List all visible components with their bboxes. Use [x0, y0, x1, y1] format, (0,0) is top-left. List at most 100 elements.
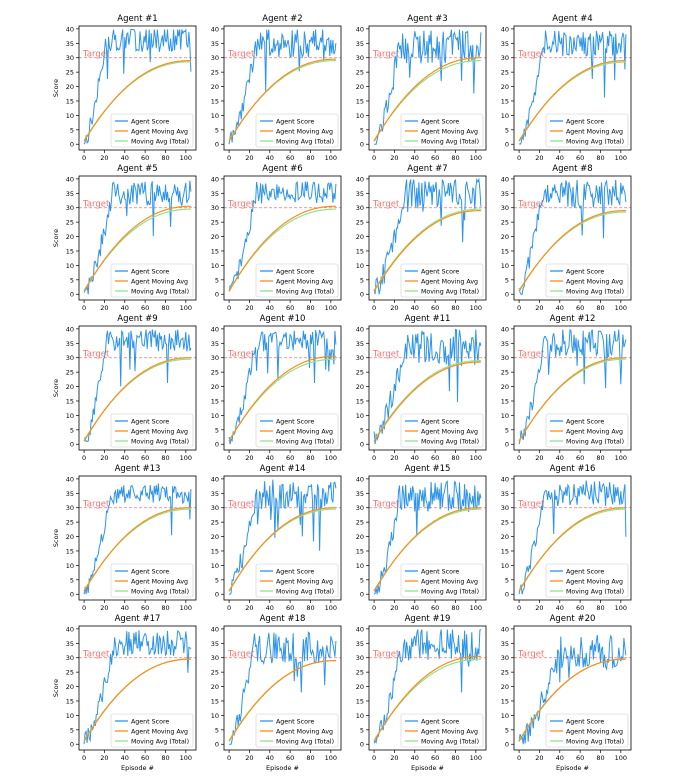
- axes-frame: [513, 475, 632, 601]
- x-tick-label: 100: [615, 604, 627, 612]
- plot-area: [83, 483, 192, 595]
- x-axis-label: Episode #: [411, 764, 444, 772]
- y-tick-label: 40: [356, 475, 364, 483]
- agent-score-line: [228, 329, 337, 445]
- y-tick-label: 5: [70, 126, 74, 134]
- agent-score-line: [518, 480, 627, 595]
- y-tick-label: 15: [211, 397, 219, 405]
- legend-box: [400, 413, 484, 448]
- x-tick-label: 100: [615, 754, 627, 762]
- x-tick-label: 0: [227, 454, 231, 462]
- y-tick-label: 5: [505, 126, 509, 134]
- legend-box: [110, 263, 194, 298]
- x-tick-label: 20: [535, 604, 543, 612]
- x-tick-label: 100: [180, 754, 192, 762]
- plot-area: [83, 180, 192, 295]
- x-tick-label: 40: [411, 754, 419, 762]
- y-tick-label: 25: [501, 69, 509, 77]
- x-tick-label: 60: [576, 454, 584, 462]
- x-tick-label: 20: [390, 454, 398, 462]
- legend: Agent Score Agent Moving Avg Moving Avg (T…: [110, 113, 194, 148]
- x-tick-label: 60: [141, 154, 149, 162]
- legend-moving-avg-total-label: Moving Avg (Total): [421, 288, 479, 295]
- x-tick-label: 60: [431, 604, 439, 612]
- legend-agent-moving-avg-label: Agent Moving Avg: [566, 728, 623, 735]
- y-tick-label: 5: [360, 426, 364, 434]
- y-tick-label: 10: [501, 562, 509, 570]
- legend-moving-avg-total-label: Moving Avg (Total): [566, 138, 624, 145]
- target-label: Target: [517, 500, 545, 510]
- legend-moving-avg-total-label: Moving Avg (Total): [566, 288, 624, 295]
- plot-area: [518, 179, 627, 295]
- plot-area: [373, 177, 482, 295]
- x-tick-label: 80: [306, 454, 314, 462]
- x-tick-label: 80: [451, 454, 459, 462]
- target-label: Target: [82, 350, 110, 360]
- plot-area: [373, 29, 482, 145]
- y-tick-label: 0: [70, 441, 74, 449]
- subplot-title: Agent #11: [405, 314, 451, 324]
- agent-moving-avg-line: [83, 205, 191, 292]
- y-tick-label: 0: [70, 741, 74, 749]
- legend-agent-score-label: Agent Score: [131, 118, 169, 125]
- agent-moving-avg-line: [228, 58, 336, 142]
- x-tick-label: 60: [286, 604, 294, 612]
- y-tick-label: 10: [356, 712, 364, 720]
- agent-moving-avg-line: [518, 210, 626, 292]
- y-tick-label: 35: [501, 340, 509, 348]
- plot-area: [83, 329, 192, 443]
- x-tick-label: 0: [82, 604, 86, 612]
- y-tick-label: 25: [211, 669, 219, 677]
- y-tick-label: 20: [211, 533, 219, 541]
- legend-box: [255, 113, 339, 148]
- y-tick-label: 15: [66, 247, 74, 255]
- y-tick-label: 35: [501, 490, 509, 498]
- x-tick-label: 100: [180, 604, 192, 612]
- x-tick-label: 60: [141, 604, 149, 612]
- agent-moving-avg-line: [373, 57, 481, 142]
- agent-score-line: [83, 483, 192, 595]
- axes-frame: [223, 625, 342, 751]
- y-tick-label: 10: [66, 712, 74, 720]
- y-tick-label: 30: [356, 504, 364, 512]
- y-tick-label: 35: [501, 190, 509, 198]
- legend-moving-avg-total-label: Moving Avg (Total): [131, 288, 189, 295]
- agent-moving-avg-line: [228, 659, 336, 742]
- legend-box: [400, 713, 484, 748]
- legend: Agent Score Agent Moving Avg Moving Avg (T…: [545, 263, 629, 298]
- x-tick-label: 0: [372, 454, 376, 462]
- legend-moving-avg-total-label: Moving Avg (Total): [131, 438, 189, 445]
- legend-agent-score-label: Agent Score: [566, 268, 604, 275]
- x-tick-label: 0: [227, 304, 231, 312]
- y-tick-label: 0: [215, 441, 219, 449]
- y-tick-label: 30: [501, 354, 509, 362]
- y-tick-label: 20: [356, 533, 364, 541]
- y-tick-label: 20: [211, 83, 219, 91]
- y-tick-label: 20: [66, 233, 74, 241]
- x-tick-label: 60: [286, 454, 294, 462]
- agent-subplot: Agent #14 Target 0 5 10 15 20 25 30 35 40 0 20 40 60 80…: [211, 464, 342, 612]
- y-tick-label: 35: [66, 640, 74, 648]
- legend-box: [400, 263, 484, 298]
- y-tick-label: 10: [211, 112, 219, 120]
- target-label: Target: [82, 50, 110, 60]
- x-tick-label: 40: [266, 454, 274, 462]
- x-tick-label: 100: [325, 754, 337, 762]
- x-tick-label: 20: [390, 304, 398, 312]
- subplot-title: Agent #2: [262, 14, 302, 24]
- y-tick-label: 15: [211, 697, 219, 705]
- y-tick-label: 20: [66, 533, 74, 541]
- legend: Agent Score Agent Moving Avg Moving Avg (T…: [255, 713, 339, 748]
- subplot-title: Agent #5: [117, 164, 157, 174]
- x-tick-label: 20: [100, 604, 108, 612]
- subplot-title: Agent #17: [115, 614, 161, 624]
- target-label: Target: [82, 650, 110, 660]
- axes-frame: [78, 25, 197, 151]
- subplot-title: Agent #6: [262, 164, 302, 174]
- axes-frame: [78, 175, 197, 301]
- y-tick-label: 40: [501, 25, 509, 33]
- legend: Agent Score Agent Moving Avg Moving Avg (T…: [110, 263, 194, 298]
- x-tick-label: 0: [227, 754, 231, 762]
- x-tick-label: 100: [325, 154, 337, 162]
- legend-agent-moving-avg-label: Agent Moving Avg: [276, 428, 333, 435]
